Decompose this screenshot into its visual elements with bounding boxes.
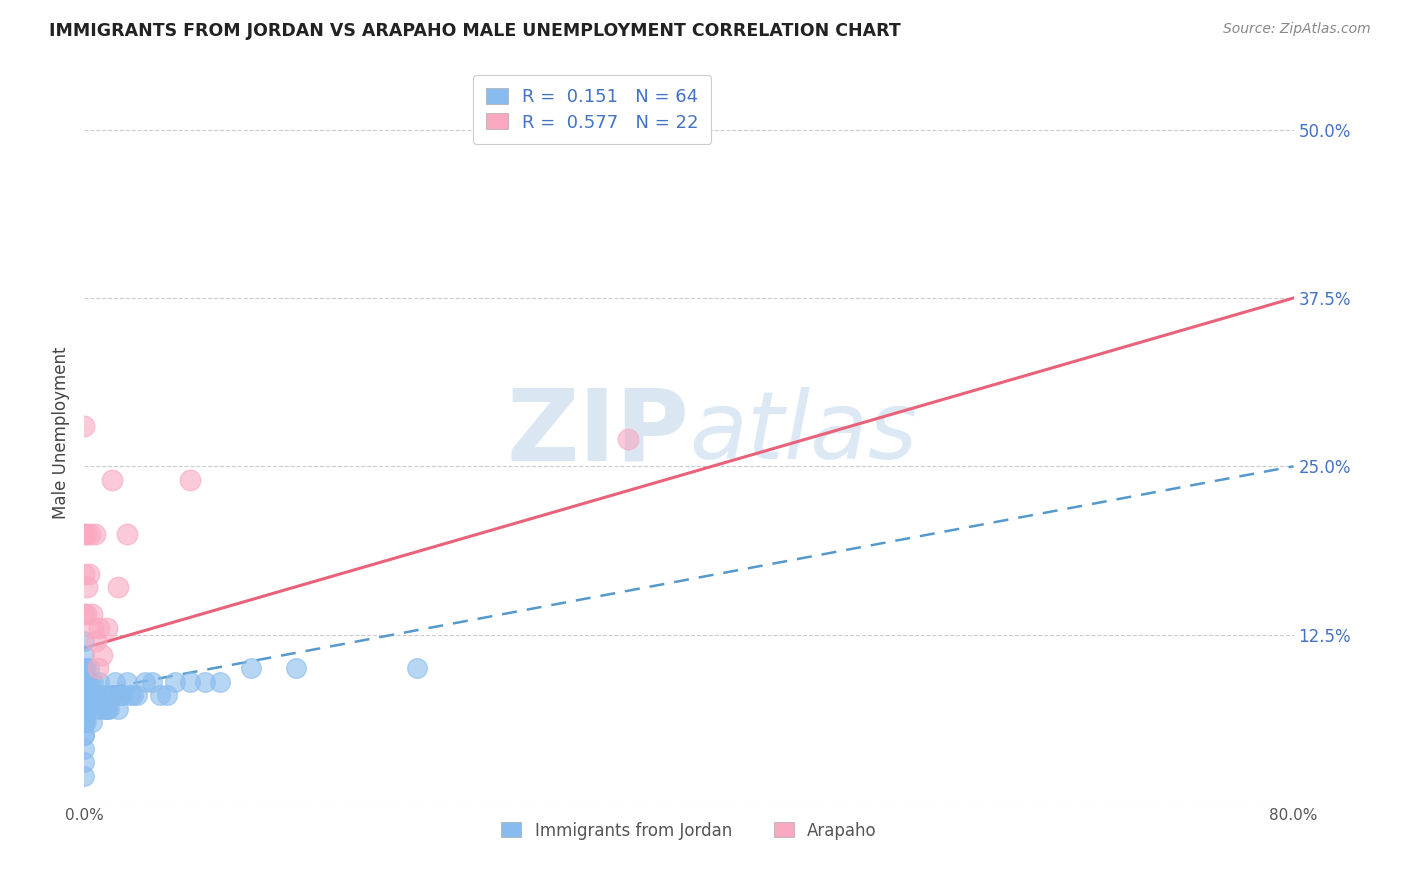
- Point: [165, 674, 187, 689]
- Point: [94, 701, 117, 715]
- Point: [75, 701, 97, 715]
- Point: [111, 688, 134, 702]
- Point: [141, 674, 163, 689]
- Point: [115, 526, 138, 541]
- Point: [617, 433, 640, 447]
- Point: [285, 661, 308, 675]
- Point: [75, 674, 97, 689]
- Point: [87, 661, 110, 675]
- Point: [75, 714, 97, 729]
- Point: [156, 688, 179, 702]
- Point: [194, 674, 217, 689]
- Point: [127, 688, 149, 702]
- Point: [73, 742, 96, 756]
- Point: [73, 688, 96, 702]
- Point: [100, 473, 122, 487]
- Point: [84, 688, 107, 702]
- Point: [110, 688, 132, 702]
- Point: [77, 661, 100, 675]
- Point: [115, 674, 138, 689]
- Point: [89, 621, 111, 635]
- Point: [73, 607, 96, 622]
- Point: [73, 701, 96, 715]
- Point: [73, 688, 96, 702]
- Point: [75, 661, 97, 675]
- Point: [73, 674, 96, 689]
- Point: [73, 701, 96, 715]
- Point: [118, 688, 141, 702]
- Point: [149, 688, 172, 702]
- Point: [73, 701, 96, 715]
- Point: [73, 714, 96, 729]
- Legend: Immigrants from Jordan, Arapaho: Immigrants from Jordan, Arapaho: [495, 815, 883, 847]
- Point: [76, 581, 98, 595]
- Point: [73, 661, 96, 675]
- Point: [73, 688, 96, 702]
- Text: IMMIGRANTS FROM JORDAN VS ARAPAHO MALE UNEMPLOYMENT CORRELATION CHART: IMMIGRANTS FROM JORDAN VS ARAPAHO MALE U…: [49, 22, 901, 40]
- Point: [73, 714, 96, 729]
- Point: [101, 688, 124, 702]
- Point: [79, 526, 101, 541]
- Point: [100, 688, 122, 702]
- Point: [73, 729, 96, 743]
- Point: [87, 701, 110, 715]
- Point: [91, 648, 114, 662]
- Point: [121, 688, 143, 702]
- Point: [82, 621, 104, 635]
- Point: [73, 661, 96, 675]
- Point: [82, 674, 104, 689]
- Text: Source: ZipAtlas.com: Source: ZipAtlas.com: [1223, 22, 1371, 37]
- Point: [73, 769, 96, 783]
- Point: [73, 674, 96, 689]
- Point: [77, 566, 100, 581]
- Point: [86, 634, 108, 648]
- Point: [73, 648, 96, 662]
- Point: [104, 674, 127, 689]
- Y-axis label: Male Unemployment: Male Unemployment: [52, 346, 70, 519]
- Point: [93, 688, 115, 702]
- Point: [134, 674, 156, 689]
- Point: [406, 661, 429, 675]
- Point: [73, 729, 96, 743]
- Point: [77, 688, 100, 702]
- Point: [89, 674, 111, 689]
- Point: [73, 526, 96, 541]
- Point: [107, 581, 129, 595]
- Point: [75, 607, 97, 622]
- Point: [107, 701, 129, 715]
- Point: [76, 701, 98, 715]
- Point: [73, 756, 96, 770]
- Point: [97, 701, 120, 715]
- Point: [79, 674, 101, 689]
- Point: [96, 621, 118, 635]
- Point: [179, 674, 201, 689]
- Point: [80, 607, 103, 622]
- Point: [96, 701, 118, 715]
- Text: ZIP: ZIP: [506, 384, 689, 481]
- Point: [75, 688, 97, 702]
- Point: [209, 674, 232, 689]
- Point: [75, 526, 97, 541]
- Point: [179, 473, 201, 487]
- Point: [86, 688, 108, 702]
- Point: [84, 526, 107, 541]
- Point: [73, 418, 96, 433]
- Point: [73, 634, 96, 648]
- Point: [80, 688, 103, 702]
- Point: [239, 661, 262, 675]
- Point: [73, 661, 96, 675]
- Point: [90, 688, 112, 702]
- Point: [91, 701, 114, 715]
- Text: atlas: atlas: [689, 387, 917, 478]
- Point: [73, 566, 96, 581]
- Point: [80, 714, 103, 729]
- Point: [76, 674, 98, 689]
